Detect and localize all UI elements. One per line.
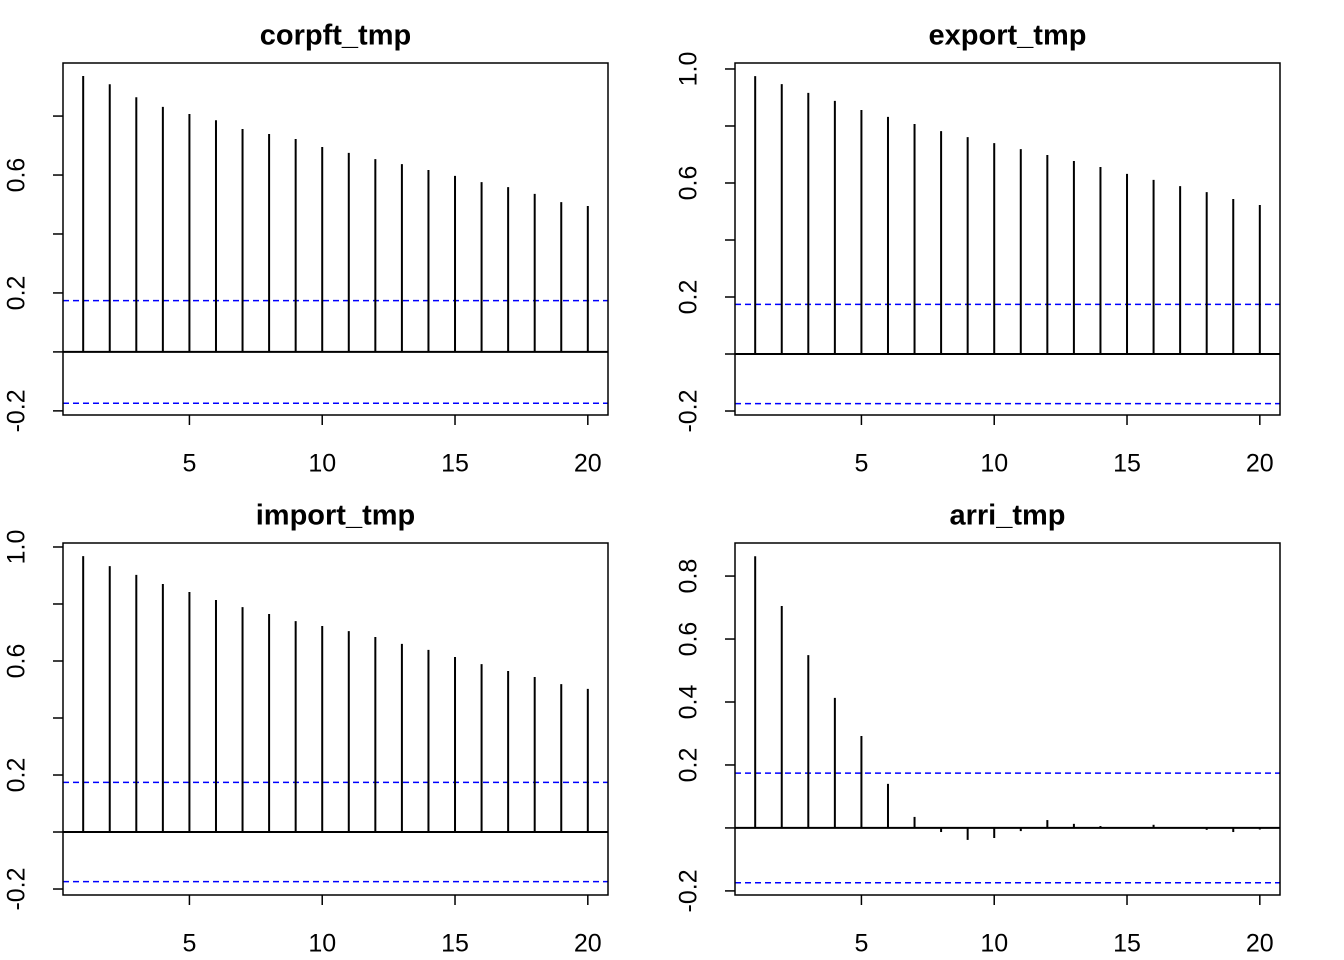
plot-box xyxy=(62,542,609,896)
x-tick-label: 10 xyxy=(308,930,336,958)
x-tick-label: 15 xyxy=(441,450,469,478)
x-tick-label: 20 xyxy=(574,930,602,958)
chart-title: import_tmp xyxy=(256,500,416,532)
chart-title: corpft_tmp xyxy=(260,20,411,52)
y-tick-label: 1.0 xyxy=(3,530,31,565)
x-tick-label: 10 xyxy=(308,450,336,478)
y-tick-label: 0.2 xyxy=(3,758,31,793)
x-tick-label: 5 xyxy=(854,450,868,478)
plot-box xyxy=(62,62,609,416)
y-tick-label: 0.2 xyxy=(3,276,31,311)
x-tick-label: 20 xyxy=(1246,930,1274,958)
y-tick-label: 0.6 xyxy=(3,158,31,193)
y-tick-label: 0.8 xyxy=(675,559,703,594)
x-tick-label: 5 xyxy=(182,450,196,478)
x-tick-label: 15 xyxy=(441,930,469,958)
y-tick-label: -0.2 xyxy=(675,389,703,432)
x-tick-label: 15 xyxy=(1113,450,1141,478)
x-tick-label: 5 xyxy=(854,930,868,958)
y-tick-label: 0.6 xyxy=(675,622,703,657)
y-tick-label: 0.6 xyxy=(3,644,31,679)
plot-box xyxy=(734,542,1281,896)
y-tick-label: 0.6 xyxy=(675,166,703,201)
y-tick-label: 0.2 xyxy=(675,748,703,783)
y-tick-label: -0.2 xyxy=(3,389,31,432)
plot-box xyxy=(734,62,1281,416)
y-tick-label: 1.0 xyxy=(675,52,703,87)
y-tick-label: -0.2 xyxy=(675,869,703,912)
x-tick-label: 5 xyxy=(182,930,196,958)
chart-title: arri_tmp xyxy=(949,500,1065,532)
y-tick-label: -0.2 xyxy=(3,867,31,910)
chart-title: export_tmp xyxy=(929,20,1087,52)
x-tick-label: 10 xyxy=(980,450,1008,478)
x-tick-label: 20 xyxy=(574,450,602,478)
x-tick-label: 15 xyxy=(1113,930,1141,958)
y-tick-label: 0.4 xyxy=(675,685,703,720)
x-tick-label: 10 xyxy=(980,930,1008,958)
y-tick-label: 0.2 xyxy=(675,280,703,315)
x-tick-label: 20 xyxy=(1246,450,1274,478)
